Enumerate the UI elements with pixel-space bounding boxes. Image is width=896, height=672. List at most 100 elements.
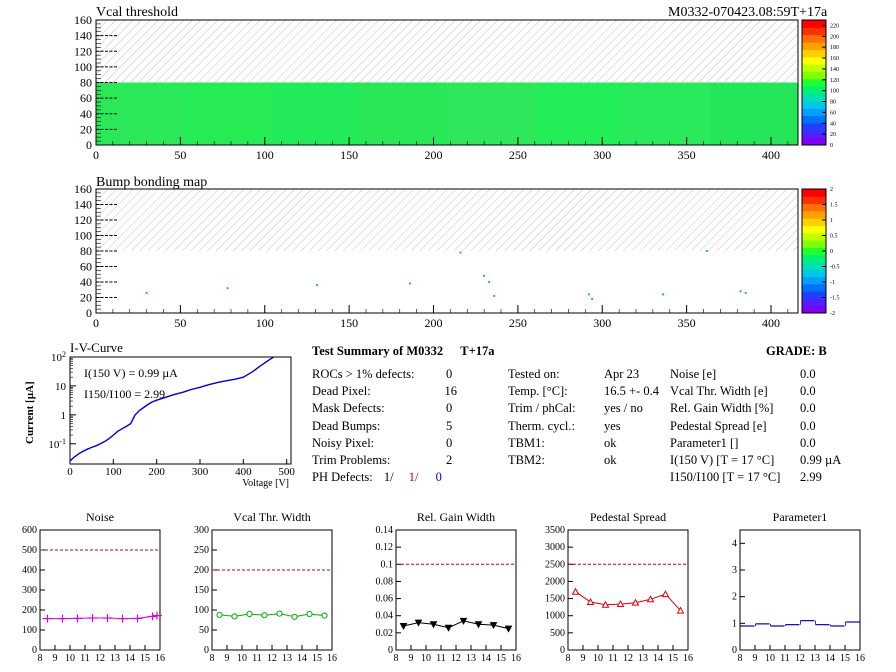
left-row: Mask Defects: 0 <box>312 400 457 417</box>
y-tick-label: 0 <box>86 138 92 152</box>
x-tick-label: 50 <box>174 316 186 330</box>
bump-defect-point <box>316 284 319 287</box>
roc-x-tick-label: 8 <box>38 653 43 664</box>
colorbar-swatch <box>802 276 826 285</box>
colorbar-tick-label: -1.5 <box>830 296 840 302</box>
roc-point <box>216 611 223 618</box>
colorbar-tick-label: 0 <box>830 249 833 255</box>
roc-x-tick-label: 16 <box>855 653 865 664</box>
roc-point <box>601 600 610 608</box>
roc-y-tick-label: 2500 <box>545 559 565 570</box>
left-label: Dead Pixel: <box>312 384 371 399</box>
roc-y-tick-label: 0 <box>32 645 37 656</box>
roc-x-tick-label: 12 <box>795 653 805 664</box>
colorbar-tick-label: 100 <box>830 89 839 95</box>
roc-x-tick-label: 10 <box>421 653 431 664</box>
mid-label: TBM2: <box>508 453 545 468</box>
roc-point <box>489 622 498 630</box>
roc-point <box>586 597 595 605</box>
colorbar-swatch <box>802 218 826 226</box>
colorbar-swatch <box>802 261 826 270</box>
roc-y-tick-label: 0.04 <box>376 611 394 622</box>
roc-y-tick-label: 2 <box>732 592 737 603</box>
map-title: Vcal threshold <box>96 5 179 20</box>
roc-x-tick-label: 14 <box>125 653 135 664</box>
colorbar-swatch <box>802 203 826 212</box>
roc-point <box>444 624 453 632</box>
y-tick-label: 120 <box>74 44 92 58</box>
colorbar-swatch <box>802 283 826 292</box>
colorbar-swatch <box>802 130 826 139</box>
roc-y-tick-label: 0.1 <box>381 559 394 570</box>
roc-y-tick-label: 1000 <box>545 611 565 622</box>
roc-y-tick-label: 0.14 <box>376 525 394 536</box>
x-tick-label: 0 <box>93 148 99 162</box>
left-label: ROCs > 1% defects: <box>312 367 415 381</box>
roc-x-tick-label: 13 <box>110 653 120 664</box>
colorbar-swatch <box>802 49 826 58</box>
x-tick-label: 200 <box>425 316 443 330</box>
summary-tag: T+17a <box>460 344 495 358</box>
left-value: 2 <box>446 453 453 468</box>
roc-y-tick-label: 1 <box>732 618 737 629</box>
right-label: Noise [e] <box>670 367 717 381</box>
roc-y-tick-label: 3000 <box>545 542 565 553</box>
roc-block <box>96 82 184 145</box>
roc-x-tick-label: 16 <box>683 653 693 664</box>
roc-chart-frame <box>739 529 861 651</box>
roc-y-tick-label: 0 <box>560 645 565 656</box>
y-tick-label: 160 <box>74 13 92 27</box>
roc-x-tick-label: 14 <box>653 653 663 664</box>
bump-defect-point <box>459 251 462 254</box>
right-label: Pedestal Spread [e] <box>670 418 767 433</box>
x-tick-label: 0 <box>93 316 99 330</box>
colorbar-tick-label: 1 <box>830 218 833 224</box>
roc-x-tick-label: 10 <box>237 653 247 664</box>
roc-x-tick-label: 13 <box>466 653 476 664</box>
colorbar-tick-label: 220 <box>830 23 839 29</box>
iv-annotation-current: I(150 V) = 0.99 µA <box>84 366 178 380</box>
colorbar-swatch <box>802 100 826 109</box>
roc-x-tick-label: 9 <box>53 653 58 664</box>
roc-chart-frame <box>395 529 517 651</box>
colorbar-tick-label: 160 <box>830 56 839 62</box>
y-tick-label: 20 <box>80 122 92 136</box>
mid-value: ok <box>604 435 617 450</box>
left-row: ROCs > 1% defects: 0 <box>312 366 457 383</box>
roc-x-tick-label: 15 <box>496 653 506 664</box>
roc-y-tick-label: 200 <box>194 565 209 576</box>
roc-x-tick-label: 8 <box>566 653 571 664</box>
mid-value: yes / no <box>604 401 643 416</box>
roc-block <box>359 82 447 145</box>
y-tick-label: 40 <box>80 107 92 121</box>
iv-x-label: Voltage [V] <box>242 478 289 489</box>
iv-x-tick-label: 0 <box>67 466 73 478</box>
roc-y-tick-label: 100 <box>22 625 37 636</box>
iv-x-tick-label: 300 <box>192 466 209 478</box>
right-row: I150/I100 [T = 17 °C] 2.99 <box>670 469 860 486</box>
roc-x-tick-label: 11 <box>252 653 262 664</box>
y-tick-label: 0 <box>86 306 92 320</box>
roc-block <box>447 82 535 145</box>
roc-block <box>183 82 272 145</box>
bump-map-title: Bump bonding map <box>96 175 208 190</box>
colorbar-tick-label: 0.5 <box>830 234 838 240</box>
mid-row: Temp. [°C]: 16.5 +- 0.4 <box>508 383 663 400</box>
roc-x-tick-label: 12 <box>95 653 105 664</box>
roc-y-tick-label: 0.12 <box>376 542 394 553</box>
colorbar-swatch <box>802 78 826 87</box>
roc-x-tick-label: 13 <box>638 653 648 664</box>
roc-x-tick-label: 10 <box>593 653 603 664</box>
summary-title: Test Summary of M0332 T+17a <box>312 344 494 359</box>
roc-point <box>414 619 423 627</box>
roc-point <box>646 595 655 603</box>
roc-point <box>571 587 580 595</box>
roc-x-tick-label: 15 <box>668 653 678 664</box>
roc-chart-title: Pedestal Spread <box>590 510 666 524</box>
mid-value: Apr 23 <box>604 367 640 381</box>
roc-block <box>271 82 360 145</box>
x-tick-label: 350 <box>678 148 696 162</box>
colorbar-tick-label: 180 <box>830 45 839 51</box>
left-row: Noisy Pixel: 0 <box>312 435 457 452</box>
y-tick-label: 100 <box>74 229 92 243</box>
